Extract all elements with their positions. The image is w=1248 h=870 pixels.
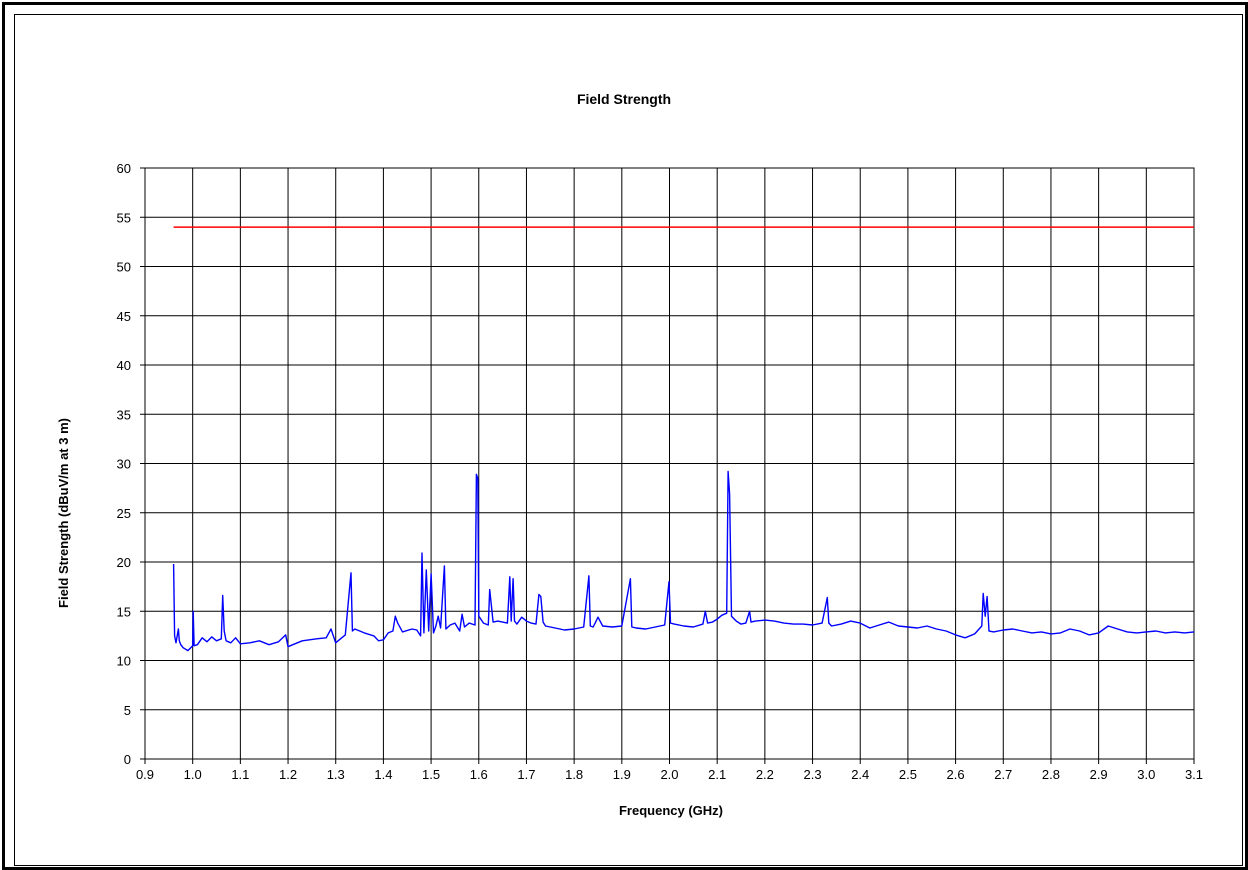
x-tick-label: 3.0 <box>1137 767 1155 782</box>
series-group <box>172 226 1195 652</box>
x-axis-ticks: 0.9 1.0 1.1 1.2 1.3 1.4 1.5 1.6 1.7 1.8 1.9 2.0 2.1 2… <box>136 759 1203 782</box>
y-axis-ticks: 0 5 10 15 20 25 30 35 40 45 50 55 60 <box>117 161 145 767</box>
x-tick-label: 2.1 <box>708 767 726 782</box>
x-tick-label: 2.0 <box>660 767 678 782</box>
y-tick-label: 20 <box>117 555 131 570</box>
x-tick-label: 1.7 <box>517 767 535 782</box>
x-tick-label: 2.8 <box>1042 767 1060 782</box>
chart-frame-inner <box>14 14 1243 866</box>
x-tick-label: 1.9 <box>613 767 631 782</box>
x-tick-label: 1.6 <box>470 767 488 782</box>
x-tick-label: 1.3 <box>327 767 345 782</box>
chart-title: Field Strength <box>577 91 671 107</box>
x-axis-label: Frequency (GHz) <box>619 803 723 818</box>
y-tick-label: 40 <box>117 358 131 373</box>
x-tick-label: 0.9 <box>136 767 154 782</box>
y-tick-label: 5 <box>124 703 131 718</box>
y-tick-label: 15 <box>117 604 131 619</box>
x-tick-label: 1.2 <box>279 767 297 782</box>
x-tick-label: 2.9 <box>1090 767 1108 782</box>
y-tick-label: 30 <box>117 457 131 472</box>
x-tick-label: 1.4 <box>374 767 392 782</box>
grid <box>144 167 1195 760</box>
y-tick-label: 35 <box>117 407 131 422</box>
y-tick-label: 50 <box>117 260 131 275</box>
x-tick-label: 1.5 <box>422 767 440 782</box>
x-tick-label: 2.4 <box>851 767 869 782</box>
measurement-line <box>172 470 1195 652</box>
y-axis-label: Field Strength (dBuV/m at 3 m) <box>56 418 71 608</box>
x-tick-label: 1.0 <box>184 767 202 782</box>
x-tick-label: 1.8 <box>565 767 583 782</box>
y-tick-label: 10 <box>117 654 131 669</box>
x-tick-label: 1.1 <box>231 767 249 782</box>
y-tick-label: 25 <box>117 506 131 521</box>
x-tick-label: 2.7 <box>994 767 1012 782</box>
y-tick-label: 55 <box>117 210 131 225</box>
x-tick-label: 3.1 <box>1185 767 1203 782</box>
x-tick-label: 2.2 <box>756 767 774 782</box>
x-tick-label: 2.3 <box>804 767 822 782</box>
y-tick-label: 45 <box>117 309 131 324</box>
x-tick-label: 2.6 <box>947 767 965 782</box>
y-tick-label: 0 <box>124 752 131 767</box>
x-tick-label: 2.5 <box>899 767 917 782</box>
y-tick-label: 60 <box>117 161 131 176</box>
